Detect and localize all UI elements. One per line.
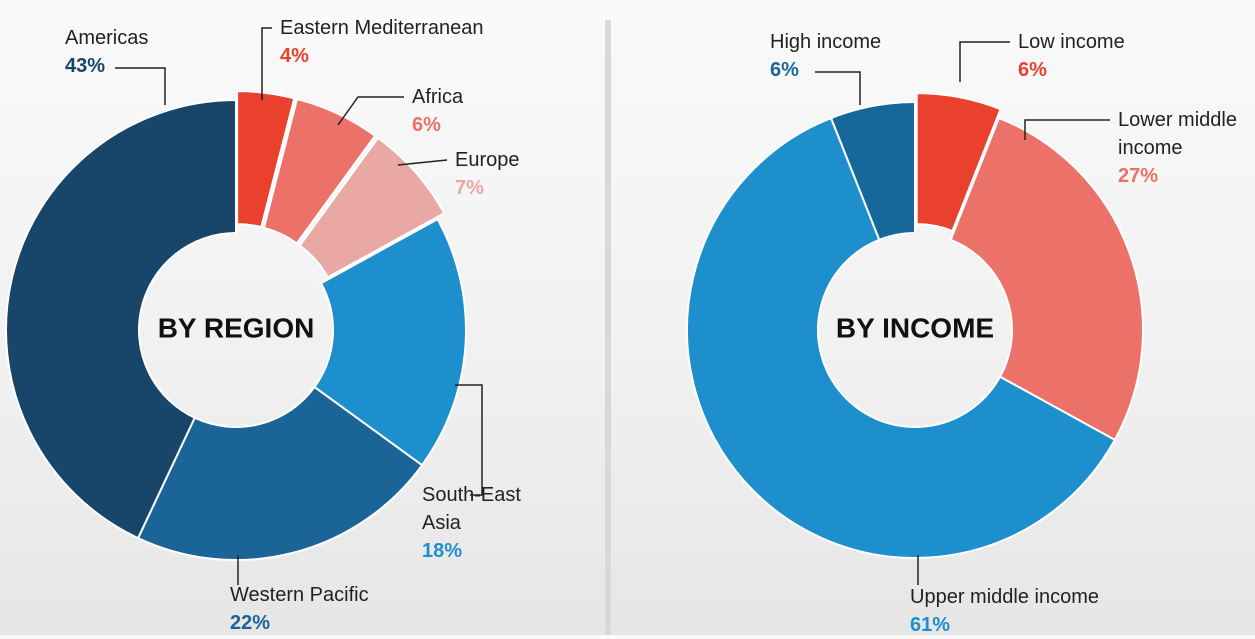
slice-name: Europe xyxy=(455,149,520,171)
slice-name: Americas xyxy=(65,27,149,49)
slice-value: 18% xyxy=(422,540,463,562)
slice xyxy=(686,116,1117,559)
slice-value: 27% xyxy=(1118,165,1159,187)
slice-value: 6% xyxy=(412,114,441,136)
leader-line xyxy=(1024,119,1110,140)
slice xyxy=(136,385,424,561)
slice-label: Upper middle income 61% xyxy=(910,583,1170,639)
leader-line xyxy=(115,67,166,105)
slice-label: Western Pacific 22% xyxy=(230,581,450,637)
center-title: BY INCOME xyxy=(836,312,994,343)
slice-label: Eastern Mediterranean 4% xyxy=(280,14,540,70)
slice xyxy=(262,97,377,245)
leader-line xyxy=(337,96,404,126)
slice-name: Africa xyxy=(412,86,464,108)
slice xyxy=(915,92,1002,233)
slice-label: Lower middle income 27% xyxy=(1118,106,1255,190)
slice-name: Eastern Mediterranean xyxy=(280,17,484,39)
slice-name: Western Pacific xyxy=(230,584,369,606)
leader-line xyxy=(959,41,1010,82)
leader-line xyxy=(815,71,861,105)
slice-name: Low income xyxy=(1018,31,1125,53)
slice-name: South-East Asia xyxy=(422,484,521,534)
slice-label: Africa 6% xyxy=(412,83,532,139)
leader-line xyxy=(261,27,272,100)
slice xyxy=(298,136,446,279)
slice-label: Americas 43% xyxy=(65,24,185,80)
slice-name: High income xyxy=(770,31,882,53)
slice-value: 22% xyxy=(230,612,271,634)
slice xyxy=(313,217,467,467)
slice xyxy=(5,98,237,540)
slice-value: 43% xyxy=(65,55,106,77)
slice-label: Europe 7% xyxy=(455,146,575,202)
leader-line xyxy=(397,159,448,166)
center-title: BY REGION xyxy=(158,312,315,343)
slice-label: South-East Asia 18% xyxy=(422,481,552,565)
slice-value: 61% xyxy=(910,614,951,636)
slice xyxy=(829,100,916,242)
slice-value: 4% xyxy=(280,45,309,67)
leader-line xyxy=(455,384,483,496)
slice-name: Lower middle income xyxy=(1118,109,1237,159)
slice-value: 6% xyxy=(1018,59,1047,81)
slice-label: Low income 6% xyxy=(1018,28,1168,84)
slice-value: 6% xyxy=(770,59,799,81)
slice-label: High income 6% xyxy=(770,28,920,84)
slice xyxy=(949,116,1144,442)
slice xyxy=(236,90,296,229)
slice-value: 7% xyxy=(455,177,484,199)
slice-name: Upper middle income xyxy=(910,586,1099,608)
